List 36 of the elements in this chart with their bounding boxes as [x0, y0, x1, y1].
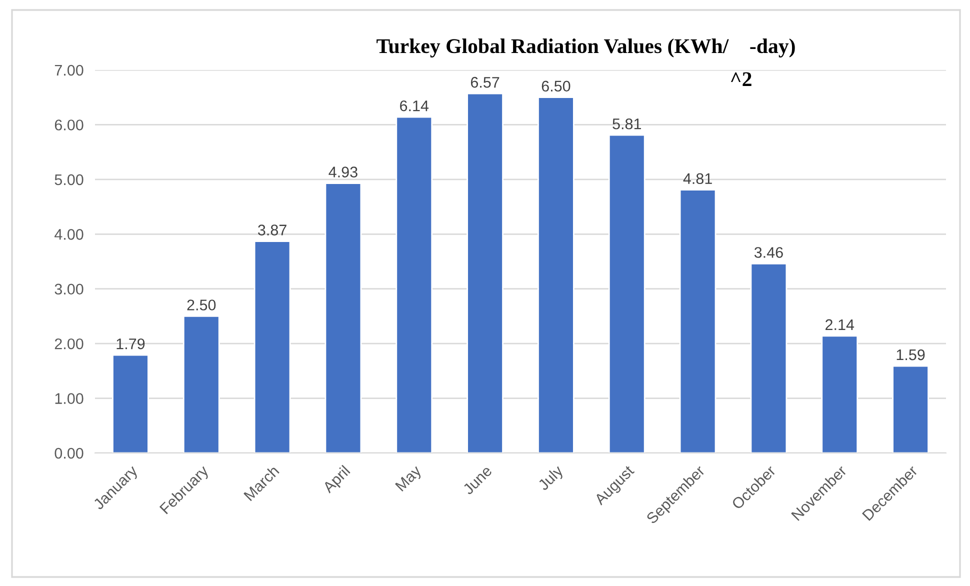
bar	[538, 96, 574, 453]
y-tick-label: 7.00	[54, 64, 84, 76]
chart-title: Turkey Global Radiation Values (KWh/ -day)	[376, 38, 795, 58]
bar	[112, 354, 149, 453]
x-tick-label: July	[536, 464, 566, 494]
data-label: 1.79	[116, 338, 145, 350]
y-tick-label: 0.00	[54, 448, 84, 459]
bar	[608, 134, 646, 453]
x-tick-label: May	[395, 464, 424, 494]
data-label: 1.59	[896, 349, 925, 360]
data-label: 6.50	[542, 80, 570, 92]
bar	[892, 365, 929, 453]
data-label: 3.46	[754, 247, 783, 258]
bar	[679, 189, 716, 453]
y-tick-label: 3.00	[54, 284, 84, 295]
data-label: 2.14	[826, 319, 854, 330]
data-label: 4.81	[683, 173, 712, 184]
bar	[182, 316, 220, 453]
y-tick-label: 5.00	[54, 174, 84, 186]
data-label: 3.87	[258, 224, 286, 236]
y-tick-label: 6.00	[54, 120, 84, 130]
data-label: 6.14	[400, 100, 429, 112]
bar	[821, 335, 858, 453]
bar	[396, 116, 433, 453]
data-label: 4.93	[328, 166, 358, 178]
bar	[466, 92, 504, 453]
annotation: ^2	[730, 72, 752, 86]
y-tick-label: 4.00	[54, 229, 84, 240]
data-label: 6.57	[470, 76, 500, 88]
y-tick-label: 1.00	[55, 393, 84, 404]
data-label: 2.50	[187, 300, 216, 310]
data-label: 5.81	[612, 118, 641, 130]
bar	[254, 240, 291, 453]
bar	[750, 262, 788, 453]
bar	[324, 182, 362, 453]
y-tick-label: 2.00	[54, 338, 84, 350]
